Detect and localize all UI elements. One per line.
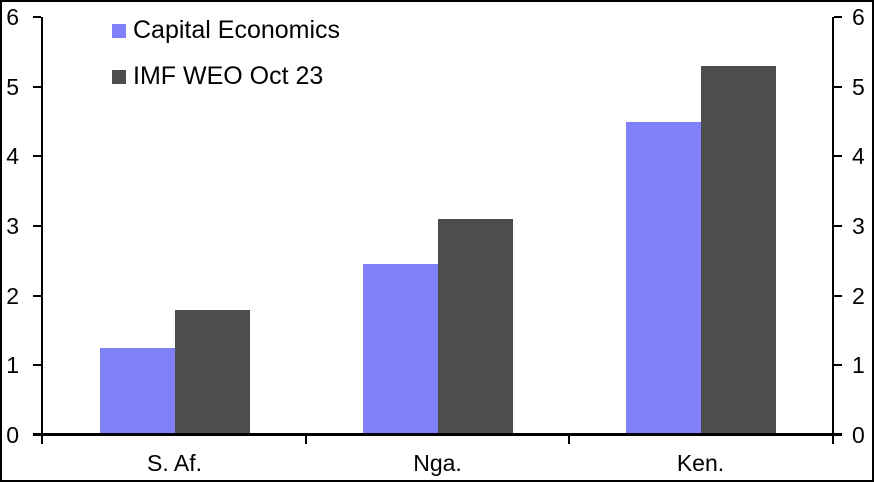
chart-legend: Capital Economics IMF WEO Oct 23 <box>112 16 340 91</box>
x-axis-category-label-s-af: S. Af. <box>147 450 202 476</box>
y-axis-tick-right <box>834 294 842 297</box>
bar-imf-weo-oct-23-nga <box>437 219 513 435</box>
y-axis-label-left-6: 6 <box>6 4 19 30</box>
y-axis-tick-right <box>834 364 842 367</box>
legend-label-imf-weo-oct-23: IMF WEO Oct 23 <box>133 62 324 90</box>
bar-imf-weo-oct-23-s-af <box>174 309 250 435</box>
x-axis-tick <box>305 435 307 444</box>
y-axis-label-left-0: 0 <box>6 422 19 448</box>
y-axis-label-right-4: 4 <box>852 143 865 170</box>
y-axis-label-left-1: 1 <box>6 352 19 379</box>
bar-imf-weo-oct-23-ken <box>700 65 776 435</box>
y-axis-right-line <box>832 17 834 444</box>
y-axis-label-left-5: 5 <box>6 73 19 100</box>
y-axis-label-right-1: 1 <box>852 352 865 379</box>
y-axis-label-right-6: 6 <box>852 4 865 30</box>
y-axis-label-right-0: 0 <box>852 422 865 448</box>
x-axis-category-label-nga: Nga. <box>413 450 462 476</box>
y-axis-label-right-3: 3 <box>852 213 865 239</box>
y-axis-tick-left <box>33 294 41 297</box>
y-axis-tick-right <box>834 155 842 158</box>
y-axis-label-right-5: 5 <box>852 73 865 100</box>
y-axis-tick-right <box>834 16 842 18</box>
y-axis-tick-left <box>33 225 41 227</box>
y-axis-label-right-2: 2 <box>852 282 865 309</box>
y-axis-tick-left <box>33 155 41 158</box>
x-axis-category-label-ken: Ken. <box>676 450 725 476</box>
legend-label-capital-economics: Capital Economics <box>133 16 341 44</box>
legend-swatch-imf-weo-oct-23 <box>112 69 126 84</box>
y-axis-left-line <box>41 17 43 444</box>
y-axis-label-left-4: 4 <box>6 143 19 170</box>
y-axis-tick-left <box>33 364 41 367</box>
legend-swatch-capital-economics <box>112 23 126 38</box>
y-axis-label-left-3: 3 <box>6 213 19 239</box>
bar-capital-economics-ken <box>625 121 701 435</box>
y-axis-tick-left <box>33 16 41 18</box>
bar-capital-economics-s-af <box>99 347 175 435</box>
x-axis-line <box>33 433 842 436</box>
bar-capital-economics-nga <box>362 264 438 435</box>
legend-item-imf-weo-oct-23: IMF WEO Oct 23 <box>112 62 340 91</box>
x-axis-tick <box>568 435 570 444</box>
y-axis-tick-left <box>33 85 41 88</box>
y-axis-label-left-2: 2 <box>6 282 19 309</box>
legend-item-capital-economics: Capital Economics <box>112 16 340 45</box>
y-axis-tick-right <box>834 225 842 227</box>
y-axis-tick-right <box>834 85 842 88</box>
